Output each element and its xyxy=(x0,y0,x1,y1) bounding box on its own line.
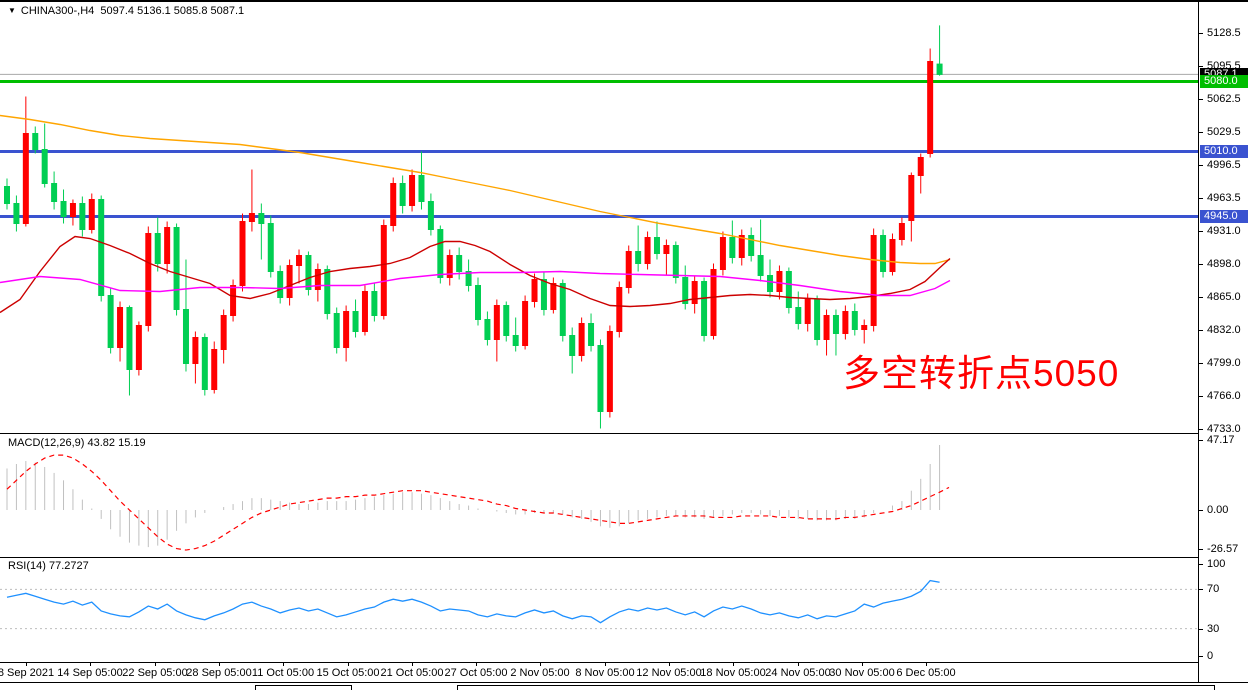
rsi-indicator-label: RSI(14) 77.2727 xyxy=(8,560,89,572)
time-axis-label: 28 Sep 05:00 xyxy=(186,667,252,679)
price-axis-label: 5128.5 xyxy=(1207,27,1241,39)
rsi-axis-label: 100 xyxy=(1207,558,1226,570)
time-tick xyxy=(219,663,220,666)
bottom-box-2[interactable] xyxy=(457,685,1215,690)
symbol-dropdown-icon[interactable]: ▼ xyxy=(8,6,16,15)
macd-axis-label: 0.00 xyxy=(1207,504,1229,516)
hline-price-tag: 5080.0 xyxy=(1200,75,1248,88)
axis-tick xyxy=(1199,330,1203,331)
axis-tick xyxy=(1199,297,1203,298)
price-axis[interactable]: 5128.5 5095.5 5062.5 5029.5 4996.5 4963.5 4931… xyxy=(1198,0,1248,682)
axis-tick xyxy=(1199,429,1203,430)
time-axis-label: 11 Oct 05:00 xyxy=(251,667,315,679)
axis-tick xyxy=(1199,549,1203,550)
ohlc-readout: 5097.4 5136.1 5085.8 5087.1 xyxy=(100,5,245,17)
time-tick xyxy=(862,663,863,666)
time-tick xyxy=(540,663,541,666)
window-top-border xyxy=(0,0,1248,2)
rsi-chart-canvas[interactable] xyxy=(0,558,1198,662)
price-axis-label: 4766.0 xyxy=(1207,390,1241,402)
macd-axis-label: -26.57 xyxy=(1207,543,1239,555)
axis-tick xyxy=(1199,629,1203,630)
time-axis-label: 27 Oct 05:00 xyxy=(444,667,508,679)
bottom-strip xyxy=(0,682,1248,690)
axis-tick xyxy=(1199,264,1203,265)
symbol-info-line: ▼ CHINA300-,H4 5097.4 5136.1 5085.8 5087.… xyxy=(8,5,244,17)
axis-tick xyxy=(1199,510,1203,511)
macd-axis-label: 47.17 xyxy=(1207,434,1235,446)
axis-tick xyxy=(1199,396,1203,397)
time-tick xyxy=(926,663,927,666)
macd-main-value: 43.82 xyxy=(87,437,116,449)
chart-annotation-text: 多空转折点5050 xyxy=(843,353,1120,394)
time-tick xyxy=(283,663,284,666)
time-tick xyxy=(798,663,799,666)
time-tick xyxy=(155,663,156,666)
rsi-axis-label: 70 xyxy=(1207,583,1220,595)
time-axis-label: 6 Dec 05:00 xyxy=(896,667,956,679)
time-axis[interactable]: 8 Sep 2021 14 Sep 05:00 22 Sep 05:00 28 Sep… xyxy=(0,663,1198,682)
price-axis-label: 4799.0 xyxy=(1207,357,1241,369)
price-axis-label: 4898.0 xyxy=(1207,258,1241,270)
axis-tick xyxy=(1199,363,1203,364)
rsi-panel[interactable] xyxy=(0,558,1198,663)
time-axis-label: 15 Oct 05:00 xyxy=(316,667,380,679)
price-axis-label: 4931.0 xyxy=(1207,225,1241,237)
macd-chart-canvas[interactable] xyxy=(0,434,1198,557)
axis-tick xyxy=(1199,198,1203,199)
time-tick xyxy=(476,663,477,666)
rsi-axis-label: 30 xyxy=(1207,623,1220,635)
time-axis-label: 8 Nov 05:00 xyxy=(575,667,635,679)
main-chart-panel[interactable] xyxy=(0,0,1198,434)
bottom-box-1[interactable] xyxy=(255,685,352,690)
axis-tick xyxy=(1199,99,1203,100)
time-axis-label: 8 Sep 2021 xyxy=(0,667,55,679)
axis-tick xyxy=(1199,165,1203,166)
axis-tick xyxy=(1199,33,1203,34)
time-axis-label: 22 Sep 05:00 xyxy=(122,667,188,679)
axis-tick xyxy=(1199,231,1203,232)
axis-tick xyxy=(1199,589,1203,590)
macd-signal-value: 15.19 xyxy=(118,437,146,449)
axis-tick xyxy=(1199,440,1203,441)
hline-price-tag: 4945.0 xyxy=(1200,210,1248,223)
time-tick xyxy=(26,663,27,666)
rsi-value: 77.2727 xyxy=(48,560,89,572)
time-axis-label: 21 Oct 05:00 xyxy=(380,667,444,679)
price-axis-label: 4963.5 xyxy=(1207,192,1241,204)
axis-tick xyxy=(1199,132,1203,133)
time-tick xyxy=(605,663,606,666)
time-axis-label: 30 Nov 05:00 xyxy=(829,667,895,679)
time-axis-label: 12 Nov 05:00 xyxy=(636,667,702,679)
candlestick-chart-canvas[interactable] xyxy=(0,0,1198,433)
price-axis-label: 4832.0 xyxy=(1207,324,1241,336)
time-axis-label: 2 Nov 05:00 xyxy=(510,667,570,679)
price-axis-label: 4865.0 xyxy=(1207,291,1241,303)
time-tick xyxy=(90,663,91,666)
rsi-axis-label: 0 xyxy=(1207,650,1214,662)
time-tick xyxy=(348,663,349,666)
price-axis-label: 4996.5 xyxy=(1207,159,1241,171)
axis-tick xyxy=(1199,656,1203,657)
time-axis-label: 24 Nov 05:00 xyxy=(765,667,831,679)
time-tick xyxy=(412,663,413,666)
macd-indicator-label: MACD(12,26,9) 43.82 15.19 xyxy=(8,437,146,449)
price-axis-label: 5029.5 xyxy=(1207,126,1241,138)
hline-price-tag: 5010.0 xyxy=(1200,145,1248,158)
axis-tick xyxy=(1199,66,1203,67)
time-axis-label: 18 Nov 05:00 xyxy=(700,667,766,679)
symbol-timeframe: CHINA300-,H4 xyxy=(20,5,95,17)
macd-panel[interactable] xyxy=(0,434,1198,558)
time-axis-label: 14 Sep 05:00 xyxy=(57,667,123,679)
price-axis-label: 4733.0 xyxy=(1207,423,1241,435)
price-axis-label: 5062.5 xyxy=(1207,93,1241,105)
time-tick xyxy=(669,663,670,666)
axis-tick xyxy=(1199,564,1203,565)
time-tick xyxy=(733,663,734,666)
